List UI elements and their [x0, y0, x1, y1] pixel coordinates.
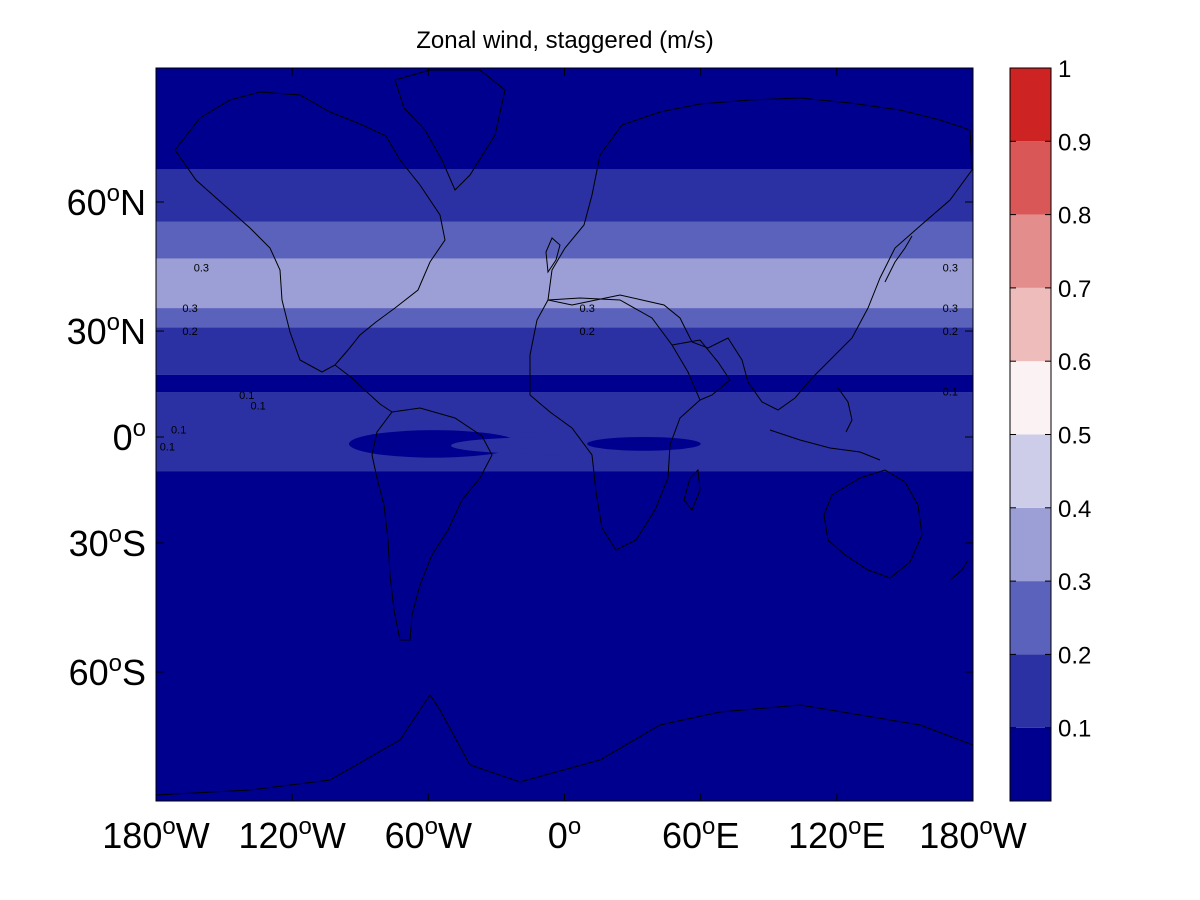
contour-labels: 0.30.30.20.10.10.10.10.30.20.30.30.20.1 — [160, 263, 958, 454]
contour-label: 0.1 — [160, 442, 175, 454]
y-tick-label: 60oS — [69, 650, 146, 693]
coastline-japan — [884, 235, 913, 283]
colorbar-tick-label: 0.3 — [1058, 569, 1091, 596]
colorbar-ticks: 0.1 0.2 0.3 0.4 0.5 0.6 0.7 0.8 0.9 1 — [1010, 56, 1091, 743]
colorbar-tick-label: 0.8 — [1058, 203, 1091, 230]
wind-band — [156, 169, 973, 222]
contour-label: 0.2 — [580, 326, 595, 338]
coastline-uk — [545, 237, 561, 274]
wind-band — [156, 308, 973, 328]
coastline-africa — [529, 297, 701, 551]
colorbar-tick-label: 0.5 — [1058, 423, 1091, 450]
x-tick-label: 120oE — [788, 813, 885, 856]
contour-label: 0.1 — [171, 425, 186, 437]
coastline-antarctica — [156, 694, 973, 796]
colorbar-tick-label: 0.1 — [1058, 716, 1091, 743]
coastline-central-america — [334, 364, 393, 413]
colorbar-tick-label: 0.9 — [1058, 129, 1091, 156]
y-tick-label: 30oS — [69, 521, 146, 564]
chart-title: Zonal wind, staggered (m/s) — [416, 27, 713, 54]
wind-band — [156, 221, 973, 259]
colorbar-swatch — [1010, 287, 1051, 362]
wind-bands — [156, 68, 973, 801]
colorbar-tick-label: 0.2 — [1058, 642, 1091, 669]
map-plot-area: 0.30.30.20.10.10.10.10.30.20.30.30.20.1 — [156, 28, 973, 801]
contour-label: 0.3 — [194, 263, 209, 275]
colorbar-swatch — [1010, 361, 1051, 435]
colorbar-swatch — [1010, 507, 1051, 582]
wind-region — [156, 392, 973, 472]
coastline-arabia — [671, 339, 731, 401]
wind-band — [156, 258, 973, 309]
colorbar-swatch — [1010, 654, 1051, 728]
coastline-madagascar — [683, 468, 701, 511]
coastline-south-america — [371, 407, 493, 641]
colorbar-tick-label: 0.6 — [1058, 349, 1091, 376]
contour-label: 0.2 — [943, 326, 958, 338]
coastline-new-zealand — [949, 559, 969, 581]
contour-label: 0.2 — [182, 326, 197, 338]
contour-label: 0.3 — [182, 303, 197, 315]
x-tick-label: 180oW — [919, 813, 1026, 856]
wind-region — [814, 28, 973, 44]
colorbar-swatch — [1010, 727, 1051, 801]
colorbar-swatch — [1010, 141, 1051, 215]
wind-region — [224, 28, 337, 44]
y-tick-label: 0o — [113, 415, 146, 458]
wind-band — [156, 471, 973, 801]
contour-label: 0.3 — [943, 303, 958, 315]
coastline-indonesia — [769, 429, 881, 461]
x-tick-label: 60oE — [662, 813, 739, 856]
contour-label: 0.1 — [250, 401, 265, 413]
contour-label: 0.1 — [239, 390, 254, 402]
coastlines — [156, 69, 973, 796]
x-tick-label: 60oW — [385, 813, 472, 856]
colorbar-tick-label: 0.4 — [1058, 496, 1091, 523]
coastline-north-america — [174, 91, 446, 373]
wind-band — [156, 68, 973, 170]
x-tick-label: 0o — [548, 813, 581, 856]
x-axis-ticks: 180oW 120oW 60oW 0o 60oE 120oE 180oW — [102, 68, 1027, 856]
wind-regions — [156, 28, 973, 472]
x-tick-label: 180oW — [102, 813, 209, 856]
y-tick-label: 30oN — [67, 309, 146, 352]
coastline-greenland — [394, 69, 506, 191]
colorbar-tick-label: 1 — [1058, 56, 1071, 83]
colorbar-swatch — [1010, 214, 1051, 288]
colorbar-swatch — [1010, 68, 1051, 142]
coastline-australia — [823, 469, 923, 579]
y-axis-ticks: 60oN 30oN 0o 30oS 60oS — [67, 180, 973, 693]
colorbar-swatch — [1010, 434, 1051, 508]
wind-band — [156, 327, 973, 375]
coastline-philippines — [837, 387, 853, 433]
colorbar-tick-label: 0.7 — [1058, 276, 1091, 303]
y-tick-label: 60oN — [67, 180, 146, 223]
coastline-eurasia — [547, 97, 973, 411]
colorbar-swatch — [1010, 581, 1051, 655]
contour-label: 0.1 — [943, 387, 958, 399]
wind-region — [587, 437, 701, 451]
wind-band — [156, 374, 973, 393]
x-tick-label: 120oW — [238, 813, 345, 856]
contour-label: 0.3 — [580, 303, 595, 315]
contour-label: 0.3 — [943, 263, 958, 275]
colorbar — [1009, 67, 1052, 802]
